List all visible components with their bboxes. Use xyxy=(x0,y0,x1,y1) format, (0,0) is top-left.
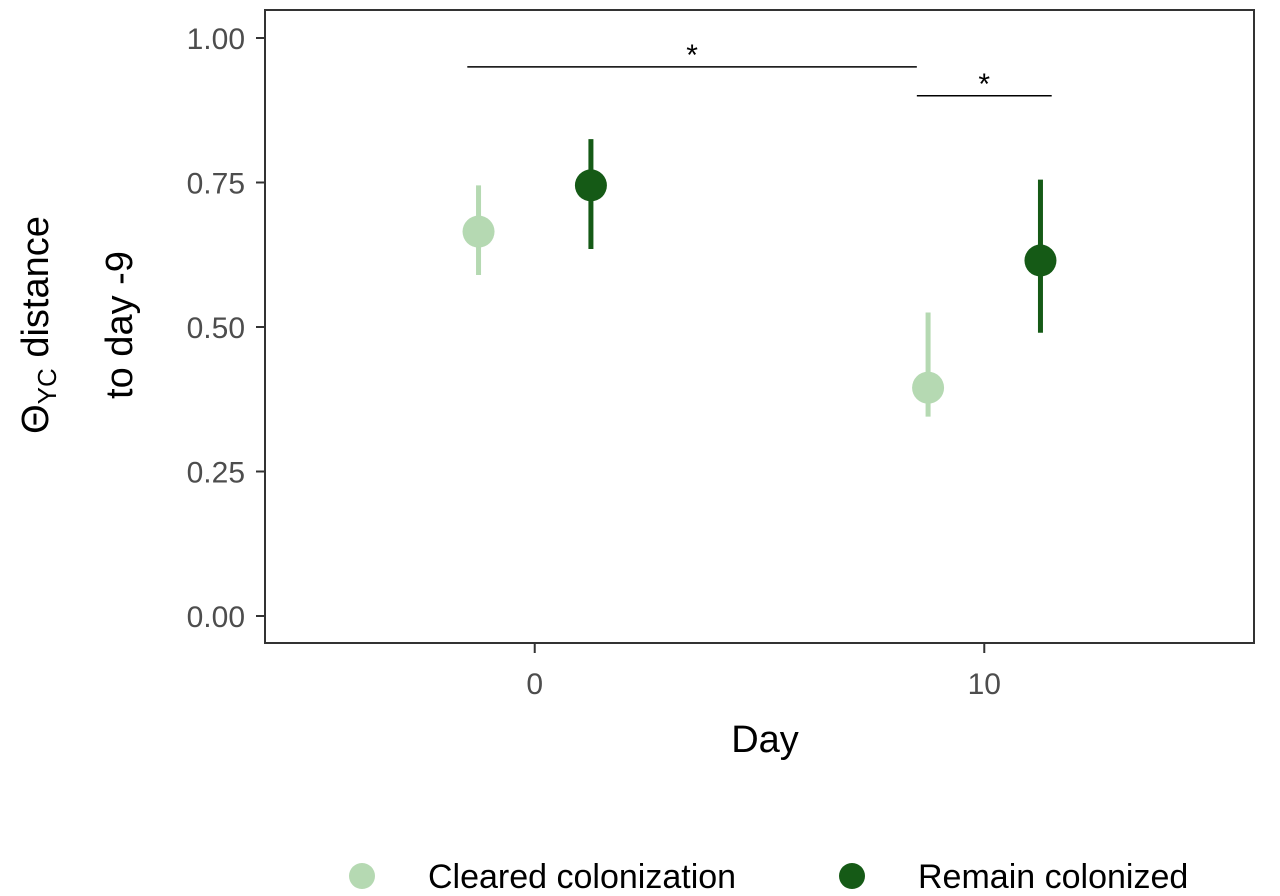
data-point xyxy=(462,215,495,248)
data-point xyxy=(1024,244,1057,277)
series-group xyxy=(462,185,945,417)
y-axis-title: ΘYC distance to day -9 xyxy=(15,216,141,434)
y-tick-label: 0.75 xyxy=(187,168,245,201)
significance-annotations: ** xyxy=(467,39,1052,101)
y-axis: 0.00 0.25 0.50 0.75 1.00 xyxy=(187,23,265,634)
y-tick-label: 0.00 xyxy=(187,601,245,634)
series-layer xyxy=(462,139,1057,417)
significance-label: * xyxy=(978,68,990,101)
legend-key xyxy=(839,863,865,889)
y-axis-title-theta: Θ xyxy=(15,404,57,434)
legend: Cleared colonization Remain colonized xyxy=(349,858,1188,896)
y-axis-title-subscript: YC xyxy=(32,368,62,404)
data-point xyxy=(574,169,607,202)
y-tick-label: 0.25 xyxy=(187,457,245,490)
y-axis-title-line2: to day -9 xyxy=(99,251,141,399)
significance-label: * xyxy=(686,39,698,72)
y-axis-title-suffix: distance xyxy=(15,216,57,368)
y-tick-label: 0.50 xyxy=(187,312,245,345)
x-axis: 0 10 xyxy=(526,643,1001,701)
data-point xyxy=(912,371,945,404)
plot-panel xyxy=(264,9,1255,644)
y-axis-title-line1: ΘYC distance xyxy=(15,216,62,434)
legend-key xyxy=(349,863,375,889)
y-tick-label: 1.00 xyxy=(187,23,245,56)
legend-label: Remain colonized xyxy=(918,858,1188,896)
x-tick-label: 0 xyxy=(526,668,543,701)
legend-label: Cleared colonization xyxy=(428,858,736,896)
x-tick-label: 10 xyxy=(968,668,1001,701)
series-group xyxy=(574,139,1057,333)
x-axis-title: Day xyxy=(731,719,799,761)
